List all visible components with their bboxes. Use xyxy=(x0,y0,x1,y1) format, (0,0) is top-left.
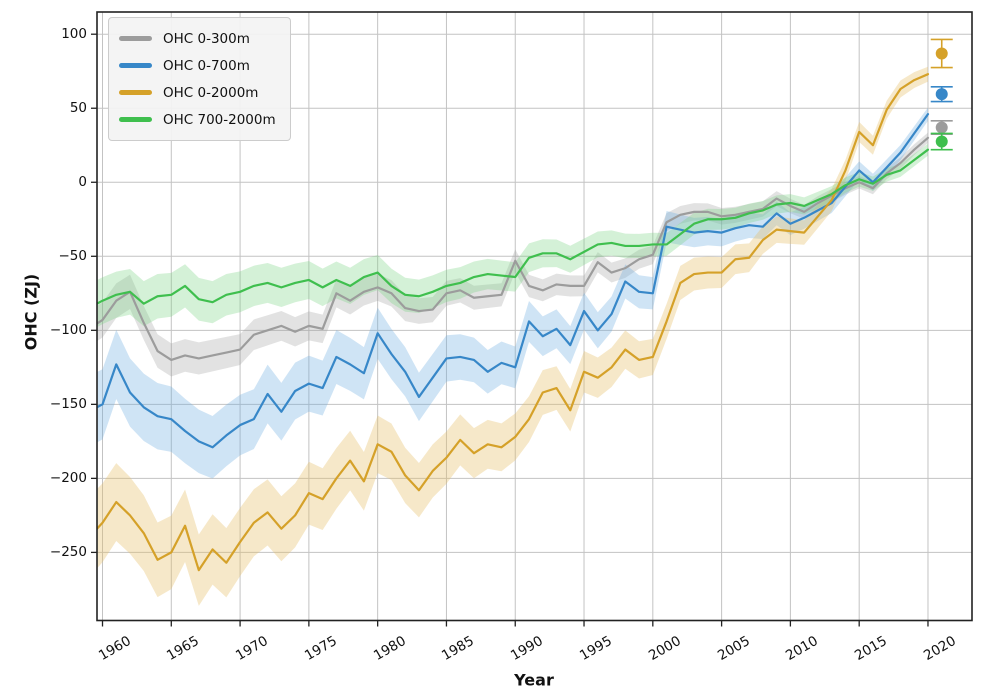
y-tick-label: −100 xyxy=(49,322,87,339)
y-tick-label: −200 xyxy=(49,470,87,487)
y-axis-label: OHC (ZJ) xyxy=(21,273,41,351)
line-ohc-0-300m xyxy=(97,136,930,362)
line-ohc-700-2000m xyxy=(97,148,930,305)
legend-item-ohc-0-700m: OHC 0-700m xyxy=(119,52,276,79)
uncertainty-band-ohc-0-300m xyxy=(97,132,928,377)
legend-item-ohc-700-2000m: OHC 700-2000m xyxy=(119,106,276,133)
y-tick-label: 50 xyxy=(69,100,87,117)
legend-item-ohc-0-300m: OHC 0-300m xyxy=(119,25,276,52)
legend-swatch-gray-line-icon xyxy=(119,36,152,41)
line-ohc-0-700m xyxy=(97,113,930,449)
end-marker-dot-ohc-0-700m xyxy=(935,88,948,101)
legend: OHC 0-300m OHC 0-700m OHC 0-2000m OHC 70… xyxy=(108,17,291,141)
legend-item-ohc-0-2000m: OHC 0-2000m xyxy=(119,79,276,106)
legend-swatch-gold-line-icon xyxy=(119,90,152,95)
uncertainty-band-ohc-0-2000m xyxy=(97,66,928,606)
y-tick-label: 0 xyxy=(78,174,87,191)
legend-swatch-blue-line-icon xyxy=(119,63,152,68)
y-tick-label: −50 xyxy=(58,248,88,265)
y-tick-label: 100 xyxy=(61,26,87,43)
legend-label: OHC 0-2000m xyxy=(163,84,259,101)
legend-label: OHC 0-700m xyxy=(163,57,250,74)
end-marker-dot-ohc-700-2000m xyxy=(935,135,948,148)
end-marker-dot-ohc-0-2000m xyxy=(935,47,948,60)
axes-frame xyxy=(96,11,973,622)
line-ohc-0-2000m xyxy=(97,73,930,572)
legend-label: OHC 700-2000m xyxy=(163,111,276,128)
legend-label: OHC 0-300m xyxy=(163,30,250,47)
legend-swatch-green-line-icon xyxy=(119,117,152,122)
x-axis-label: Year xyxy=(514,670,554,690)
y-tick-label: −250 xyxy=(49,544,87,561)
end-marker-dot-ohc-0-300m xyxy=(935,121,948,134)
y-tick-label: −150 xyxy=(49,396,87,413)
